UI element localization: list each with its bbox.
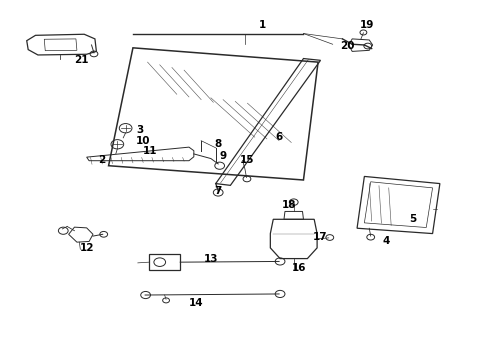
Text: 1: 1: [258, 19, 266, 30]
Text: 18: 18: [282, 200, 296, 210]
Text: 11: 11: [143, 146, 157, 156]
Text: 6: 6: [275, 132, 283, 142]
Text: 19: 19: [360, 19, 374, 30]
Text: 12: 12: [79, 243, 94, 253]
Text: 3: 3: [137, 125, 144, 135]
Text: 17: 17: [313, 232, 328, 242]
Text: 7: 7: [215, 186, 222, 197]
Text: 20: 20: [340, 41, 355, 51]
Text: 13: 13: [204, 254, 218, 264]
Text: 4: 4: [383, 236, 390, 246]
Text: 21: 21: [74, 55, 89, 65]
Text: 9: 9: [220, 151, 227, 161]
Bar: [149, 254, 180, 270]
Text: 15: 15: [240, 156, 255, 165]
Text: 10: 10: [135, 136, 150, 146]
Text: 8: 8: [215, 139, 222, 149]
Text: 14: 14: [189, 298, 203, 308]
Text: 2: 2: [98, 156, 105, 165]
Text: 5: 5: [410, 214, 416, 224]
Text: 16: 16: [292, 262, 306, 273]
